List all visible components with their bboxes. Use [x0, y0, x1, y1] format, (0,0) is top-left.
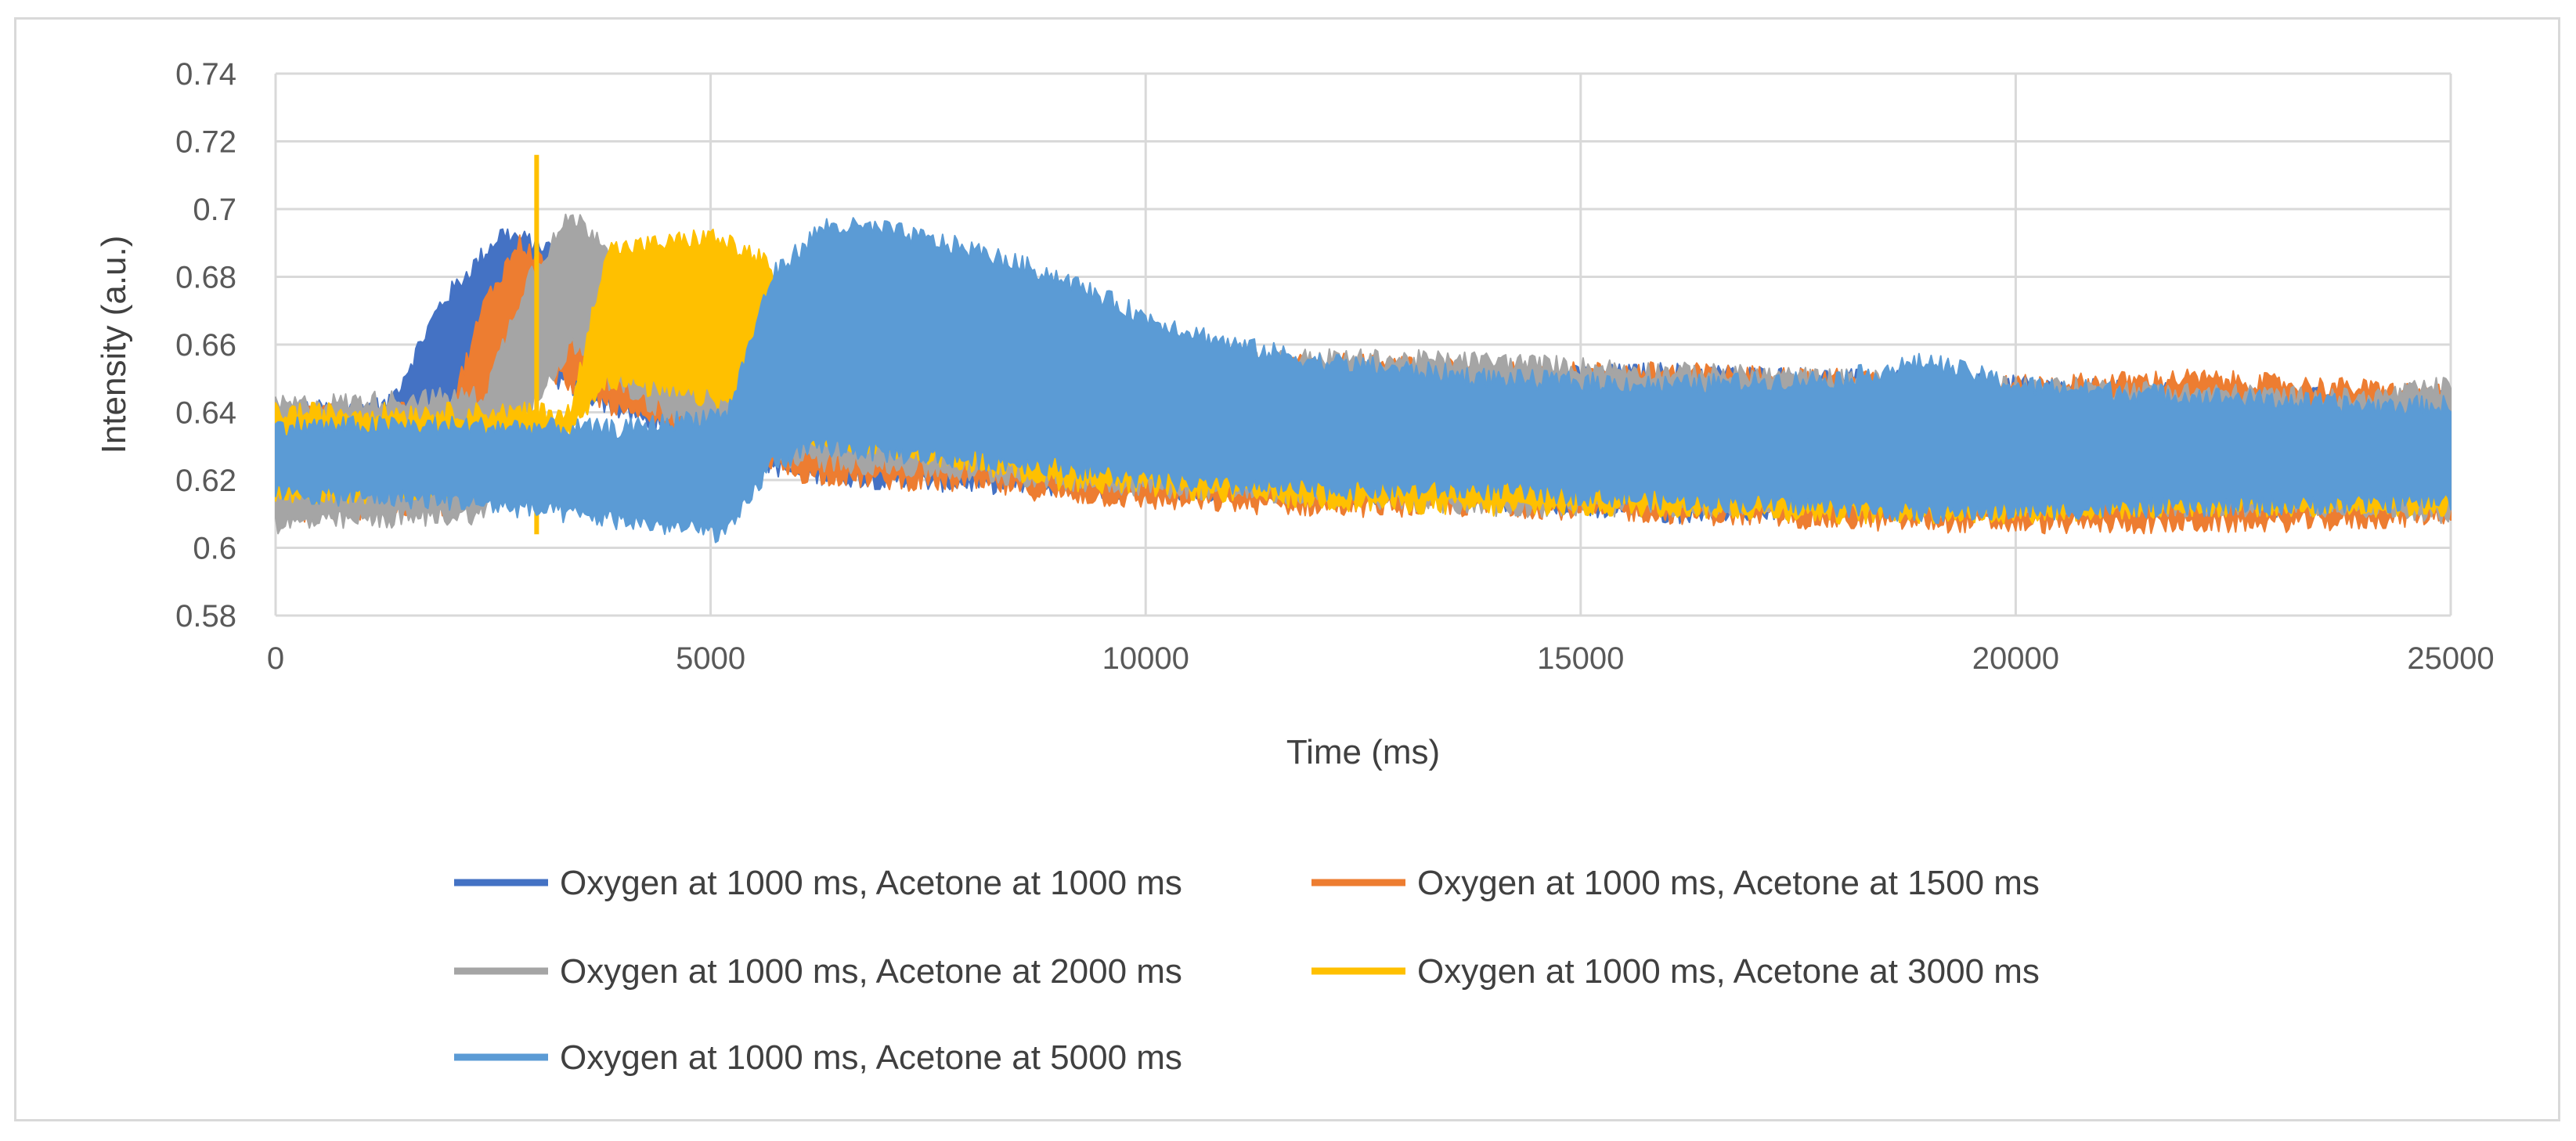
x-tick-label: 10000	[1102, 641, 1189, 676]
x-tick-label: 5000	[676, 641, 745, 676]
grid-lines	[274, 72, 2452, 617]
x-axis-title: Time (ms)	[1286, 733, 1440, 771]
x-tick-labels: 0 5000 10000 15000 20000 25000	[267, 641, 2495, 676]
series-bands	[275, 154, 2452, 543]
y-tick-label: 0.66	[175, 328, 236, 363]
y-axis-title: Intensity (a.u.)	[95, 236, 133, 454]
y-tick-label: 0.58	[175, 599, 236, 634]
y-tick-label: 0.64	[175, 396, 236, 431]
y-tick-label: 0.74	[175, 57, 236, 92]
legend-label: Oxygen at 1000 ms, Acetone at 1500 ms	[1417, 864, 2040, 902]
legend-label: Oxygen at 1000 ms, Acetone at 1000 ms	[560, 864, 1182, 902]
legend-entry-1: Oxygen at 1000 ms, Acetone at 1000 ms	[454, 864, 1182, 902]
legend-label: Oxygen at 1000 ms, Acetone at 2000 ms	[560, 952, 1182, 991]
legend-entry-5: Oxygen at 1000 ms, Acetone at 5000 ms	[454, 1038, 1182, 1077]
chart-frame	[14, 17, 2560, 1121]
legend-label: Oxygen at 1000 ms, Acetone at 3000 ms	[1417, 952, 2040, 991]
y-tick-label: 0.72	[175, 125, 236, 160]
legend-entry-4: Oxygen at 1000 ms, Acetone at 3000 ms	[1311, 952, 2040, 991]
legend: Oxygen at 1000 ms, Acetone at 1000 ms Oxy…	[454, 864, 2040, 1077]
legend-label: Oxygen at 1000 ms, Acetone at 5000 ms	[560, 1038, 1182, 1077]
series-band-5	[275, 217, 2452, 543]
legend-entry-2: Oxygen at 1000 ms, Acetone at 1500 ms	[1311, 864, 2040, 902]
x-tick-label: 0	[267, 641, 284, 676]
y-tick-label: 0.68	[175, 261, 236, 295]
y-tick-label: 0.7	[193, 193, 236, 227]
x-tick-label: 15000	[1537, 641, 1624, 676]
y-tick-label: 0.6	[193, 532, 236, 566]
legend-entry-3: Oxygen at 1000 ms, Acetone at 2000 ms	[454, 952, 1182, 991]
x-tick-label: 20000	[1972, 641, 2059, 676]
x-tick-label: 25000	[2407, 641, 2494, 676]
y-tick-labels: 0.58 0.6 0.62 0.64 0.66 0.68 0.7 0.72 0.74	[175, 57, 236, 634]
y-tick-label: 0.62	[175, 464, 236, 498]
